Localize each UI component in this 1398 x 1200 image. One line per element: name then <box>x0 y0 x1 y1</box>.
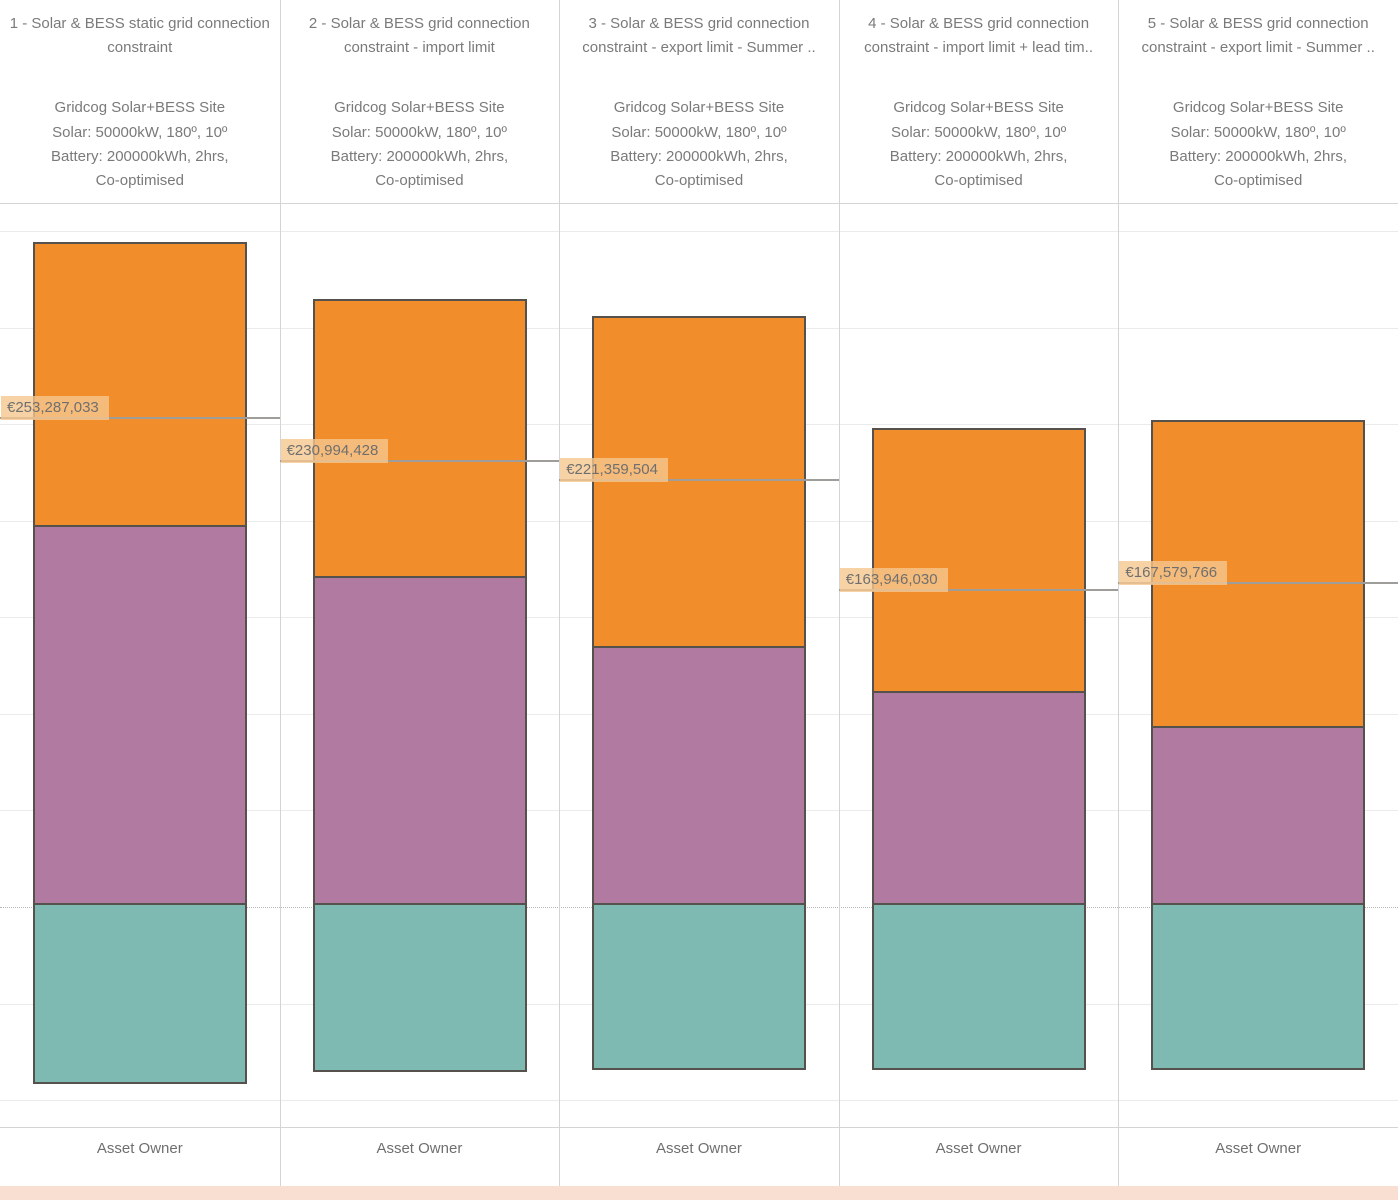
battery-spec: Battery: 200000kWh, 2hrs, <box>1169 148 1347 165</box>
net-total-label: €163,946,030 <box>839 568 948 593</box>
chart-area-border <box>0 1127 1398 1128</box>
site-specs: Solar: 50000kW, 180º, 10º Battery: 20000… <box>1118 121 1398 193</box>
bar-segment-purple[interactable] <box>592 645 807 905</box>
scenario-pane: 3 - Solar & BESS grid connection constra… <box>559 0 839 1186</box>
solar-spec: Solar: 50000kW, 180º, 10º <box>1170 124 1346 141</box>
x-axis-label: Asset Owner <box>935 1140 1022 1157</box>
pane-divider <box>279 0 281 1186</box>
stacked-bar[interactable] <box>1151 420 1366 1070</box>
bar-segment-purple[interactable] <box>1151 726 1366 905</box>
bar-segment-teal[interactable] <box>312 902 527 1073</box>
net-total-label: €167,579,766 <box>1119 561 1228 586</box>
battery-spec: Battery: 200000kWh, 2hrs, <box>330 148 509 165</box>
battery-spec-continued: Co-optimised <box>95 172 184 189</box>
scenario-title: 3 - Solar & BESS grid connection constra… <box>582 15 816 56</box>
battery-spec-continued: Co-optimised <box>654 172 744 189</box>
x-axis-label: Asset Owner <box>96 1140 183 1157</box>
site-specs: Solar: 50000kW, 180º, 10º Battery: 20000… <box>839 121 1119 193</box>
bar-segment-purple[interactable] <box>871 691 1086 905</box>
stacked-bar[interactable] <box>871 428 1086 1070</box>
site-specs: Solar: 50000kW, 180º, 10º Battery: 20000… <box>280 121 560 193</box>
solar-spec: Solar: 50000kW, 180º, 10º <box>331 124 507 141</box>
battery-spec-continued: Co-optimised <box>375 172 464 189</box>
site-name: Gridcog Solar+BESS Site <box>54 99 226 116</box>
solar-spec: Solar: 50000kW, 180º, 10º <box>611 124 787 141</box>
y-gridline <box>0 1100 1398 1102</box>
net-total-reference-line <box>279 460 560 463</box>
stacked-bar[interactable] <box>592 315 807 1070</box>
stacked-bar[interactable] <box>312 299 527 1073</box>
site-specs: Solar: 50000kW, 180º, 10º Battery: 20000… <box>0 121 280 193</box>
chart-area-border <box>0 203 1398 204</box>
battery-spec: Battery: 200000kWh, 2hrs, <box>51 148 229 165</box>
battery-spec-continued: Co-optimised <box>1214 172 1303 189</box>
site-name: Gridcog Solar+BESS Site <box>893 99 1064 116</box>
x-axis-label: Asset Owner <box>1215 1140 1302 1157</box>
site-specs: Solar: 50000kW, 180º, 10º Battery: 20000… <box>559 121 839 193</box>
bar-segment-teal[interactable] <box>592 902 807 1070</box>
bar-segment-orange[interactable] <box>312 299 527 579</box>
battery-spec: Battery: 200000kWh, 2hrs, <box>889 148 1068 165</box>
bar-segment-orange[interactable] <box>33 242 247 528</box>
site-name: Gridcog Solar+BESS Site <box>1172 99 1344 116</box>
scenario-title: 1 - Solar & BESS static grid connection … <box>9 15 270 56</box>
pane-divider <box>1118 0 1120 1186</box>
site-name: Gridcog Solar+BESS Site <box>613 99 785 116</box>
scenario-title: 2 - Solar & BESS grid connection constra… <box>308 15 530 56</box>
stacked-bar[interactable] <box>33 242 247 1085</box>
x-axis-label: Asset Owner <box>376 1140 463 1157</box>
y-gridline <box>0 231 1398 233</box>
scenario-pane: 2 - Solar & BESS grid connection constra… <box>279 0 560 1186</box>
bar-segment-orange[interactable] <box>871 428 1086 694</box>
bottom-accent-strip <box>0 1186 1398 1200</box>
bar-segment-purple[interactable] <box>312 576 527 905</box>
solar-spec: Solar: 50000kW, 180º, 10º <box>890 124 1067 141</box>
battery-spec-continued: Co-optimised <box>934 172 1023 189</box>
bar-segment-purple[interactable] <box>33 525 247 905</box>
net-total-reference-line <box>1118 582 1398 585</box>
x-axis-label: Asset Owner <box>656 1140 742 1157</box>
bar-segment-teal[interactable] <box>33 902 247 1085</box>
net-total-label: €253,287,033 <box>1 395 109 420</box>
net-total-reference-line <box>0 416 280 419</box>
site-name: Gridcog Solar+BESS Site <box>334 99 505 116</box>
scenario-title: 4 - Solar & BESS grid connection constra… <box>864 15 1093 56</box>
net-total-reference-line <box>559 478 839 481</box>
net-total-label: €221,359,504 <box>560 457 668 482</box>
pane-divider <box>559 0 561 1186</box>
pane-divider <box>838 0 840 1186</box>
bar-segment-teal[interactable] <box>1151 902 1366 1070</box>
bar-segment-teal[interactable] <box>871 902 1086 1070</box>
solar-spec: Solar: 50000kW, 180º, 10º <box>52 124 228 141</box>
scenario-pane: 5 - Solar & BESS grid connection constra… <box>1118 0 1398 1186</box>
bar-segment-orange[interactable] <box>592 315 807 648</box>
scenario-pane: 1 - Solar & BESS static grid connection … <box>0 0 280 1186</box>
scenario-pane: 4 - Solar & BESS grid connection constra… <box>838 0 1119 1186</box>
net-total-reference-line <box>838 589 1119 592</box>
net-total-label: €230,994,428 <box>280 439 389 464</box>
scenario-title: 5 - Solar & BESS grid connection constra… <box>1141 15 1375 56</box>
battery-spec: Battery: 200000kWh, 2hrs, <box>610 148 788 165</box>
